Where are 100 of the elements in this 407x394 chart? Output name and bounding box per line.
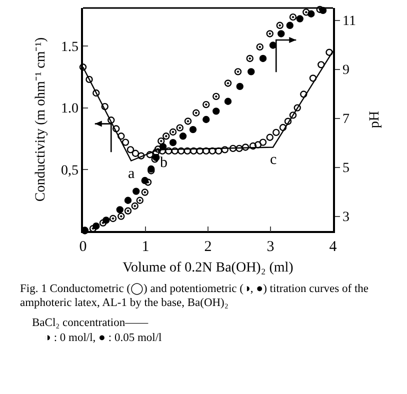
point bbox=[122, 138, 130, 146]
point bbox=[178, 147, 185, 155]
point bbox=[189, 126, 197, 134]
point bbox=[159, 143, 167, 150]
point bbox=[229, 144, 237, 152]
point bbox=[221, 146, 228, 154]
point bbox=[124, 207, 132, 215]
point bbox=[259, 138, 267, 146]
point bbox=[236, 82, 244, 90]
point bbox=[124, 196, 132, 204]
point bbox=[190, 147, 198, 155]
point bbox=[249, 142, 257, 150]
point bbox=[224, 98, 232, 105]
point bbox=[242, 144, 250, 151]
point bbox=[256, 43, 264, 51]
point bbox=[132, 188, 140, 195]
y-tick-label: 0,5 bbox=[60, 163, 78, 178]
point bbox=[118, 132, 125, 140]
point bbox=[169, 128, 177, 136]
annotation: c bbox=[270, 152, 277, 168]
point bbox=[272, 128, 280, 136]
point bbox=[300, 90, 308, 98]
y2-axis-title: pH bbox=[368, 110, 382, 128]
point bbox=[144, 178, 152, 186]
annotation: a bbox=[128, 166, 135, 182]
y2-tick-label: 9 bbox=[342, 63, 350, 78]
point bbox=[141, 176, 148, 184]
x-tick-label: 2 bbox=[204, 238, 212, 255]
y-tick-label: 1.5 bbox=[60, 40, 78, 56]
point bbox=[101, 102, 108, 110]
x-axis-title: Volume of 0.2N Ba(OH)₂ (ml) bbox=[122, 260, 294, 276]
point bbox=[308, 10, 315, 18]
point bbox=[165, 147, 172, 155]
point bbox=[289, 112, 297, 119]
point bbox=[266, 134, 274, 141]
point bbox=[171, 147, 178, 155]
point bbox=[212, 108, 220, 115]
point bbox=[141, 188, 148, 196]
point bbox=[86, 76, 93, 84]
point bbox=[259, 54, 267, 62]
point bbox=[192, 109, 200, 116]
point bbox=[269, 42, 277, 49]
x-tick-label: 1 bbox=[142, 238, 150, 255]
annotation: b bbox=[160, 155, 168, 171]
point bbox=[294, 104, 301, 112]
point bbox=[286, 22, 294, 29]
point bbox=[102, 216, 110, 224]
point bbox=[224, 80, 232, 87]
point bbox=[248, 68, 255, 76]
point bbox=[284, 118, 292, 125]
point bbox=[116, 206, 124, 214]
point bbox=[109, 214, 117, 222]
y2-tick-label: 3 bbox=[342, 210, 350, 226]
point bbox=[296, 15, 304, 22]
point bbox=[276, 22, 284, 29]
point bbox=[158, 137, 165, 145]
text: BaCl₂ concentration—— bbox=[32, 316, 150, 330]
point bbox=[184, 147, 191, 155]
y-axis-title: Conductivity (m ohm⁻¹ cm⁻¹) bbox=[34, 37, 48, 202]
point bbox=[112, 125, 120, 132]
point bbox=[202, 116, 210, 124]
point bbox=[202, 100, 210, 108]
point bbox=[279, 124, 287, 132]
x-tick-label: 3 bbox=[266, 238, 274, 255]
point bbox=[154, 146, 162, 153]
point bbox=[99, 219, 107, 227]
y-tick-label: 1.0 bbox=[60, 102, 78, 117]
point bbox=[79, 64, 87, 71]
point bbox=[278, 30, 285, 38]
point bbox=[136, 196, 144, 204]
point bbox=[176, 124, 184, 132]
point bbox=[184, 118, 192, 125]
point bbox=[302, 8, 310, 16]
point bbox=[132, 150, 140, 157]
text: ◑ : 0 mol/l, ● : 0.05 mol/l bbox=[44, 331, 163, 345]
y2-tick-label: 7 bbox=[342, 112, 350, 128]
point bbox=[266, 30, 274, 38]
point bbox=[179, 132, 187, 140]
y2-tick-label: 5 bbox=[342, 161, 350, 176]
point bbox=[289, 13, 297, 21]
point bbox=[202, 147, 210, 155]
point bbox=[246, 54, 254, 62]
point bbox=[215, 147, 222, 155]
point bbox=[92, 222, 100, 230]
point bbox=[126, 146, 134, 154]
point bbox=[196, 147, 204, 155]
x-tick-label: 0 bbox=[79, 238, 87, 255]
x-tick-label: 4 bbox=[329, 238, 338, 255]
point bbox=[318, 61, 325, 68]
point bbox=[208, 147, 216, 155]
point bbox=[131, 202, 138, 210]
point bbox=[309, 74, 317, 82]
point bbox=[108, 116, 115, 124]
point bbox=[138, 152, 145, 160]
point bbox=[118, 212, 125, 220]
point bbox=[212, 92, 220, 100]
point bbox=[326, 48, 333, 56]
point bbox=[146, 151, 154, 158]
point bbox=[92, 89, 100, 97]
point bbox=[169, 138, 177, 146]
